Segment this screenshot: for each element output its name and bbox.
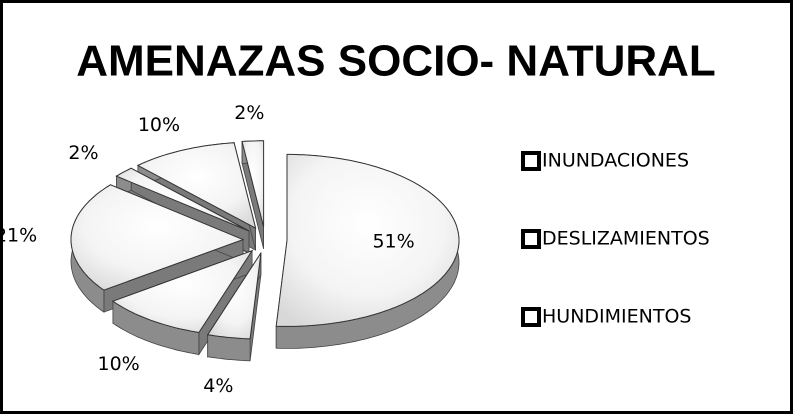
data-label: 4%	[203, 375, 233, 397]
slice	[241, 140, 265, 249]
legend: INUNDACIONES DESLIZAMIENTOS HUNDIMIENTOS	[521, 150, 710, 328]
slice	[275, 153, 460, 349]
data-label: 21%	[0, 225, 37, 247]
slice-top	[136, 142, 257, 230]
data-label: 10%	[138, 114, 180, 136]
legend-label: INUNDACIONES	[542, 150, 689, 172]
legend-swatch	[521, 229, 541, 249]
pie: 51% 4% 10% 21% 2% 10% 2%	[0, 102, 460, 397]
slice-top	[241, 140, 265, 227]
data-label: 10%	[98, 353, 140, 375]
legend-swatch	[521, 151, 541, 171]
chart-title: AMENAZAS SOCIO- NATURAL	[76, 37, 716, 86]
data-label: 2%	[234, 102, 264, 124]
data-label: 51%	[372, 231, 414, 253]
legend-swatch	[521, 307, 541, 327]
slice-top	[115, 167, 250, 232]
slice-top	[206, 252, 262, 340]
data-label: 2%	[68, 142, 98, 164]
slice	[206, 251, 262, 362]
slice-top	[275, 153, 460, 327]
slice-top	[70, 184, 245, 291]
slice-top	[111, 249, 254, 334]
legend-label: DESLIZAMIENTOS	[542, 228, 710, 250]
legend-label: HUNDIMIENTOS	[542, 306, 691, 328]
